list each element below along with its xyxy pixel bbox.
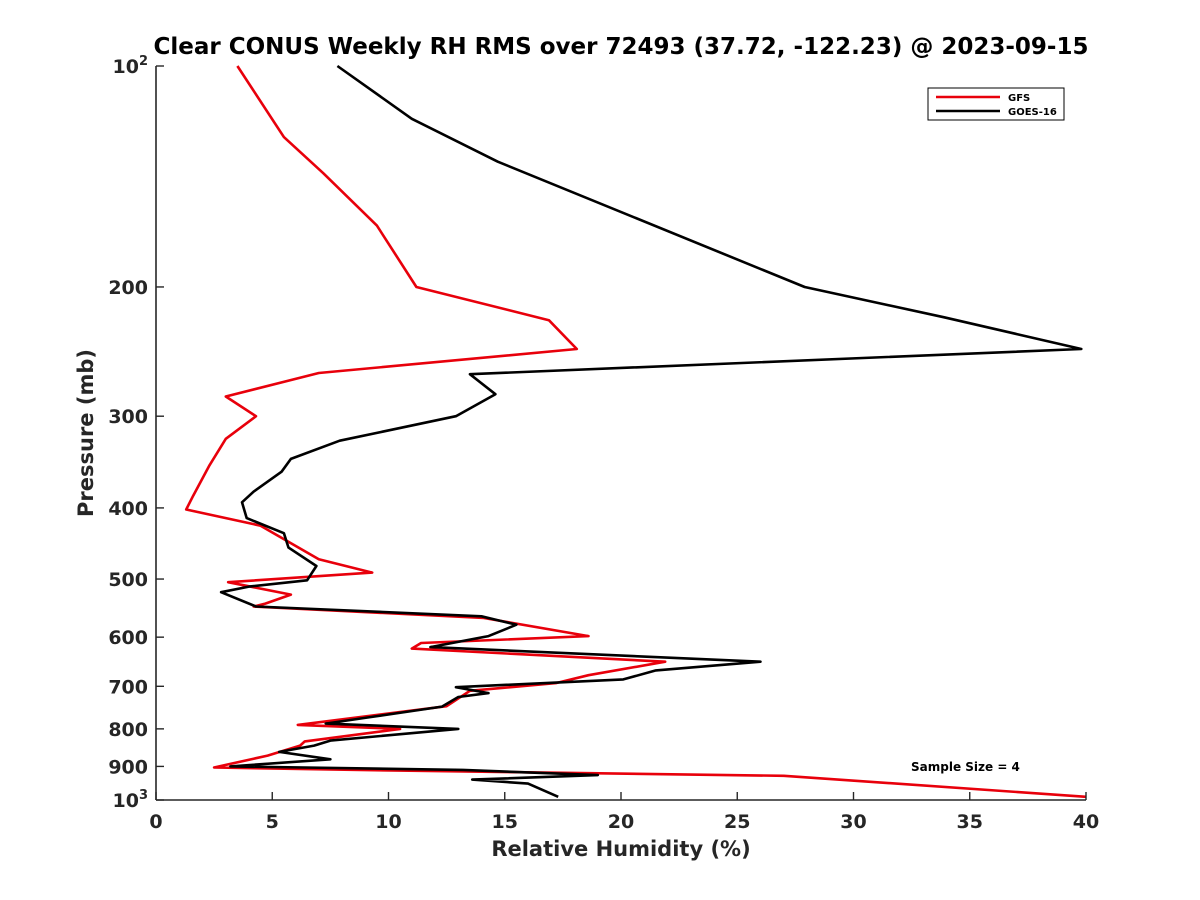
y-tick-label: 800 [108,719,148,741]
y-tick-label: 103 [113,788,149,812]
y-tick-label: 300 [108,406,148,428]
y-tick-label: 102 [113,54,149,78]
y-tick-label: 900 [108,756,148,778]
y-ticks: 102 200 300 400 500 600 700 800 900 103 [108,54,164,812]
x-tick-label: 10 [375,811,401,833]
x-tick-label: 40 [1073,811,1099,833]
y-tick-label: 200 [108,277,148,299]
legend-box [927,87,1065,121]
x-tick-label: 15 [492,811,518,833]
series-layer [184,64,1087,799]
sample-size-annotation: Sample Size = 4 [911,760,1020,774]
series-line-gfs [184,65,1087,799]
x-tick-label: 20 [608,811,634,833]
series-line-goes16 [219,64,1083,798]
legend-label-gfs: GFS [1008,93,1030,104]
legend: GFS GOES-16 [927,87,1065,121]
y-tick-label: 700 [108,676,148,698]
y-axis-label: Pressure (mb) [74,349,98,517]
chart-title: Clear CONUS Weekly RH RMS over 72493 (37… [154,34,1089,60]
x-tick-label: 0 [149,811,162,833]
x-tick-label: 35 [957,811,983,833]
x-ticks: 0 5 10 15 20 25 30 35 40 [149,792,1099,833]
x-axis-label: Relative Humidity (%) [491,837,750,861]
y-tick-label: 500 [108,569,148,591]
x-tick-label: 25 [724,811,750,833]
x-tick-label: 5 [266,811,279,833]
y-tick-label: 400 [108,498,148,520]
y-tick-label: 600 [108,627,148,649]
legend-label-goes16: GOES-16 [1008,107,1057,118]
plot-area: 0 5 10 15 20 25 30 35 40 102 200 300 400 500 600 700 80… [108,54,1099,833]
x-tick-label: 30 [840,811,866,833]
